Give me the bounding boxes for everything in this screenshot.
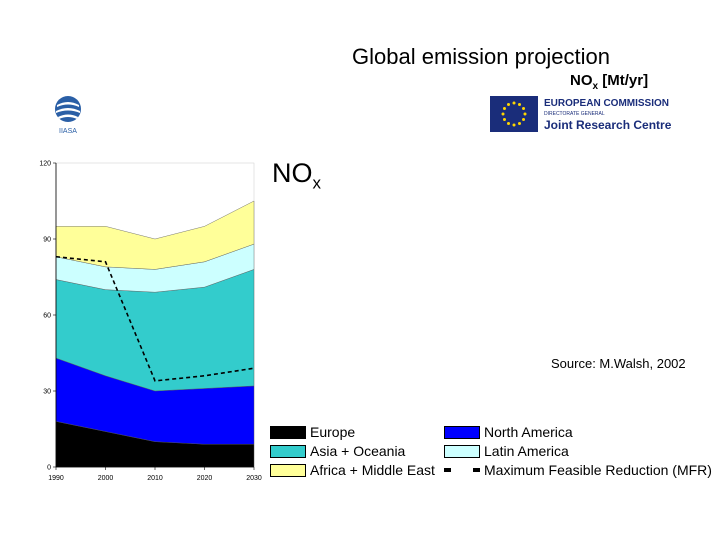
legend-label: Latin America bbox=[484, 443, 569, 459]
legend-item-europe: Europe bbox=[270, 424, 355, 440]
ec-text-directorate: DIRECTORATE GENERAL bbox=[544, 111, 605, 117]
y-tick-label: 120 bbox=[39, 161, 51, 168]
species-label-sub: x bbox=[312, 173, 322, 193]
legend-item-latin_america: Latin America bbox=[444, 443, 569, 459]
eu-flag-star bbox=[523, 112, 527, 116]
eu-flag-star bbox=[502, 107, 506, 110]
eu-flag-star bbox=[518, 102, 521, 106]
legend-item-asia_oceania: Asia + Oceania bbox=[270, 443, 405, 459]
legend-label: Europe bbox=[310, 424, 356, 440]
legend-label: Africa + Middle East bbox=[310, 462, 435, 478]
nox-stacked-area-chart: 0 30 60 90 120 1990 2000 2010 2020 2030 bbox=[39, 161, 262, 483]
legend-swatch-africa_middle_east bbox=[270, 463, 306, 477]
iiasa-logo: IIASA bbox=[55, 96, 81, 135]
x-tick-label: 2000 bbox=[98, 475, 114, 482]
legend-swatch-north_america bbox=[444, 425, 480, 439]
eu-flag-star bbox=[512, 123, 516, 127]
species-label-main: NO bbox=[272, 158, 313, 188]
legend-label: Asia + Oceania bbox=[310, 443, 406, 459]
eu-flag-star bbox=[502, 118, 506, 121]
eu-flag-star bbox=[522, 118, 526, 121]
eu-flag-star bbox=[507, 102, 510, 106]
y-tick-label: 90 bbox=[43, 237, 51, 244]
legend-item-mfr: Maximum Feasible Reduction (MFR) bbox=[444, 462, 712, 478]
y-tick-label: 0 bbox=[47, 465, 51, 472]
iiasa-logo-text: IIASA bbox=[59, 128, 77, 135]
legend-swatch-latin_america bbox=[444, 444, 480, 458]
x-tick-label: 1990 bbox=[48, 475, 64, 482]
y-tick-label: 60 bbox=[43, 313, 51, 320]
legend-swatch-europe bbox=[270, 425, 306, 439]
chart-subtitle: NOx [Mt/yr] bbox=[570, 72, 648, 92]
chart-title: Global emission projection bbox=[352, 44, 611, 69]
legend-label: North America bbox=[484, 424, 573, 440]
eu-flag-star bbox=[522, 107, 526, 110]
legend-item-africa_middle_east: Africa + Middle East bbox=[270, 462, 435, 478]
source-note: Source: M.Walsh, 2002 bbox=[551, 356, 686, 371]
legend-swatch-asia_oceania bbox=[270, 444, 306, 458]
species-label: NOx bbox=[272, 158, 321, 193]
ec-text-jrc: Joint Research Centre bbox=[544, 118, 672, 132]
x-tick-label: 2030 bbox=[246, 475, 262, 482]
eu-flag-star bbox=[507, 122, 510, 126]
legend-label: Maximum Feasible Reduction (MFR) bbox=[484, 462, 712, 478]
subtitle-unit: [Mt/yr] bbox=[598, 72, 649, 89]
subtitle-subscript: x bbox=[592, 81, 599, 92]
ec-jrc-logo: EUROPEAN COMMISSION DIRECTORATE GENERAL … bbox=[490, 96, 672, 132]
area-africa_middle_east bbox=[55, 200, 255, 270]
x-tick-label: 2020 bbox=[197, 475, 213, 482]
eu-flag-star bbox=[501, 112, 505, 116]
legend-swatch-mfr bbox=[444, 464, 480, 476]
legend-item-north_america: North America bbox=[444, 424, 573, 440]
x-tick-label: 2010 bbox=[147, 475, 163, 482]
eu-flag-star bbox=[512, 101, 516, 105]
mfr-line bbox=[55, 255, 255, 382]
ec-text-commission: EUROPEAN COMMISSION bbox=[544, 98, 669, 109]
subtitle-species: NO bbox=[570, 72, 593, 89]
y-tick-label: 30 bbox=[43, 389, 51, 396]
eu-flag-star bbox=[518, 122, 521, 126]
